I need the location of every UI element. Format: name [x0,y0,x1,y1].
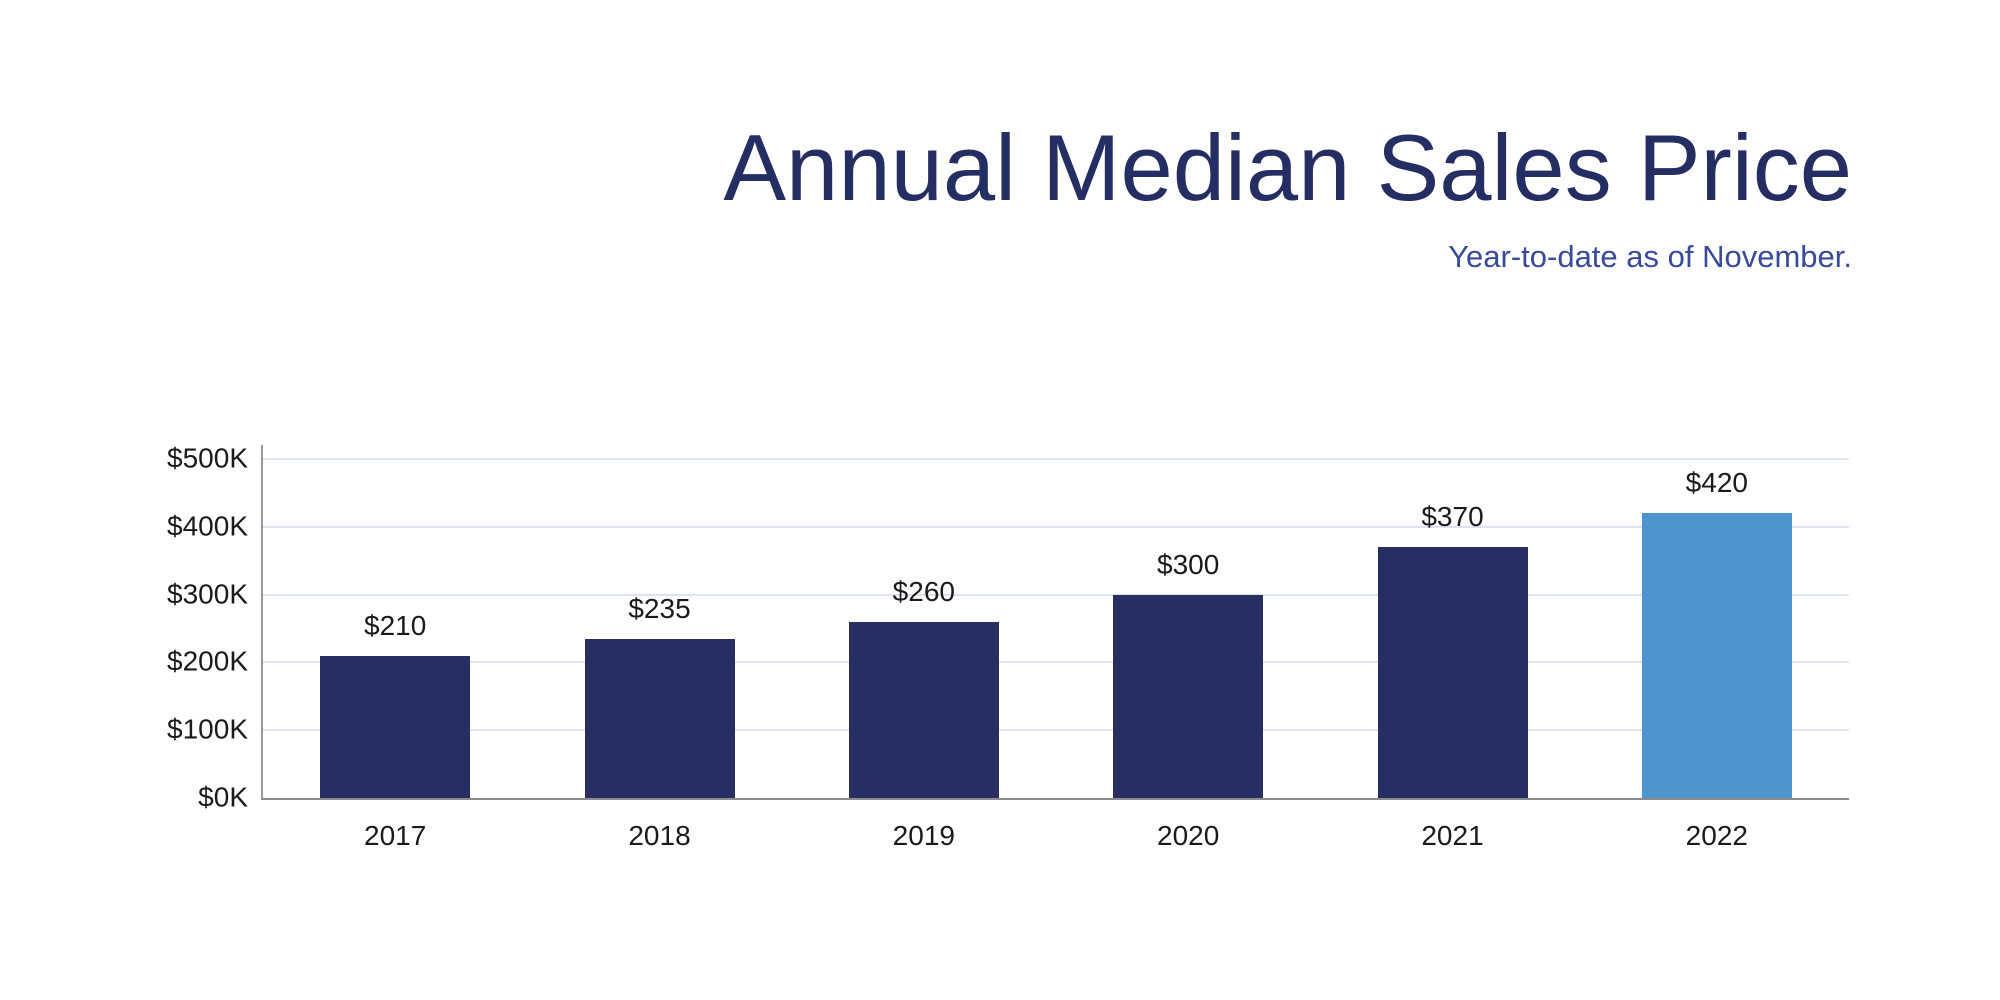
bar-2018 [584,638,735,798]
y-tick-label: $500K [167,442,248,474]
gridline [263,458,1849,460]
x-category-label: 2022 [1685,820,1748,851]
gridline [263,525,1849,528]
gridline [263,729,1849,732]
bar-2021 [1377,547,1528,798]
x-category-label: 2019 [892,820,955,851]
x-category-label: 2018 [628,820,691,851]
bar-value-label: $260 [892,575,955,607]
bar-2019 [848,621,999,798]
bar-value-label: $370 [1421,501,1484,533]
x-category-label: 2021 [1421,820,1484,851]
y-axis-line [261,445,263,798]
gridline [263,661,1849,664]
bar-2017 [320,655,471,798]
y-tick-label: $300K [167,577,248,609]
y-tick-label: $100K [167,713,248,745]
y-tick-label: $0K [198,781,248,813]
x-axis-line [261,798,1849,800]
x-category-label: 2020 [1157,820,1220,851]
bar-value-label: $235 [628,592,691,624]
bar-2022 [1641,513,1792,798]
chart-subtitle: Year-to-date as of November. [1448,239,1852,274]
gridline [263,593,1849,596]
chart-title: Annual Median Sales Price [723,115,1852,220]
bar-2020 [1113,594,1264,798]
y-tick-label: $400K [167,510,248,542]
x-category-label: 2017 [364,820,427,851]
plot-area: $0K $100K $200K $300K $400K $500K $210 2017 $235… [167,442,1849,851]
bar-value-label: $300 [1157,548,1220,580]
y-tick-label: $200K [167,645,248,677]
bar-value-label: $420 [1685,467,1748,499]
bar-value-label: $210 [364,609,427,641]
